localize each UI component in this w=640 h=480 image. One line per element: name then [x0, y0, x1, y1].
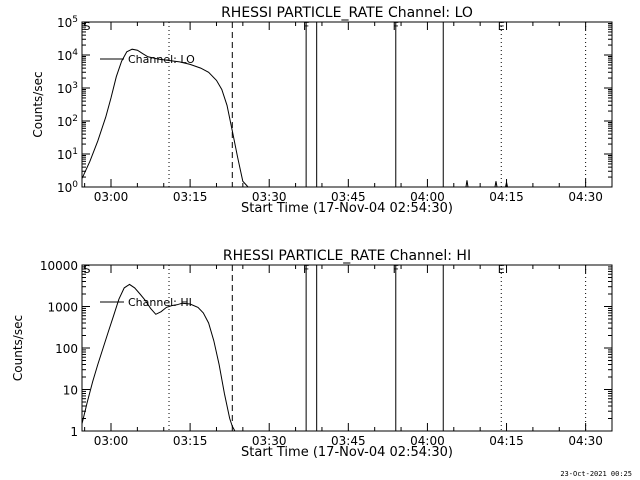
x-tick-label: 04:00 — [410, 434, 445, 448]
y-tick-label: 1000 — [47, 301, 78, 315]
y-tick-label: 102 — [57, 114, 78, 129]
x-tick-label: 03:30 — [252, 190, 287, 204]
x-tick-label: 04:15 — [489, 434, 524, 448]
x-axis-label: Start Time (17-Nov-04 02:54:30) — [241, 201, 453, 216]
x-tick-label: 03:45 — [331, 190, 366, 204]
event-flag-label: E — [498, 20, 505, 33]
x-tick-label: 04:15 — [489, 190, 524, 204]
x-tick-label: 03:45 — [331, 434, 366, 448]
x-axis-label: Start Time (17-Nov-04 02:54:30) — [241, 445, 453, 460]
x-tick-label: 03:15 — [173, 190, 208, 204]
x-tick-label: 03:15 — [173, 434, 208, 448]
y-axis-label: Counts/sec — [31, 71, 45, 137]
x-tick-label: 04:30 — [568, 434, 603, 448]
event-flag-label: S — [84, 263, 91, 276]
chart-panel-0: RHESSI PARTICLE_RATE Channel: LO Counts/s… — [31, 5, 613, 216]
x-tick-label: 04:00 — [410, 190, 445, 204]
y-tick-label: 10 — [63, 384, 78, 398]
event-flag-label: F — [303, 20, 309, 33]
series-line — [81, 48, 249, 188]
legend-label: Channel: LO — [128, 53, 195, 66]
x-tick-label: 03:30 — [252, 434, 287, 448]
y-tick-label: 10000 — [40, 259, 78, 273]
y-tick-label: 101 — [57, 147, 78, 162]
chart-title: RHESSI PARTICLE_RATE Channel: LO — [221, 5, 473, 21]
data-spike — [494, 181, 498, 188]
series-line — [81, 283, 236, 432]
y-tick-label: 103 — [57, 81, 78, 96]
y-axis-label: Counts/sec — [11, 315, 25, 381]
y-tick-label: 105 — [57, 15, 78, 30]
data-spike — [465, 180, 469, 188]
event-flag-label: E — [498, 263, 505, 276]
plot-frame — [81, 264, 613, 432]
chart-panel-1: RHESSI PARTICLE_RATE Channel: HI Counts/s… — [11, 248, 613, 460]
plot-frame — [81, 21, 613, 188]
y-tick-label: 100 — [55, 342, 78, 356]
y-tick-label: 104 — [57, 48, 78, 63]
legend-label: Channel: HI — [128, 296, 192, 309]
footer-timestamp: 23-Oct-2021 00:25 — [560, 470, 632, 478]
event-flag-label: F — [303, 263, 309, 276]
event-flag-label: S — [84, 20, 91, 33]
data-spike — [505, 182, 509, 188]
y-tick-label: 1 — [70, 425, 78, 439]
event-flag-label: F — [393, 20, 399, 33]
event-flag-label: F — [393, 263, 399, 276]
x-tick-label: 04:30 — [568, 190, 603, 204]
y-tick-label: 100 — [57, 180, 78, 195]
chart-title: RHESSI PARTICLE_RATE Channel: HI — [223, 248, 471, 264]
x-tick-label: 03:00 — [94, 434, 129, 448]
x-tick-label: 03:00 — [94, 190, 129, 204]
